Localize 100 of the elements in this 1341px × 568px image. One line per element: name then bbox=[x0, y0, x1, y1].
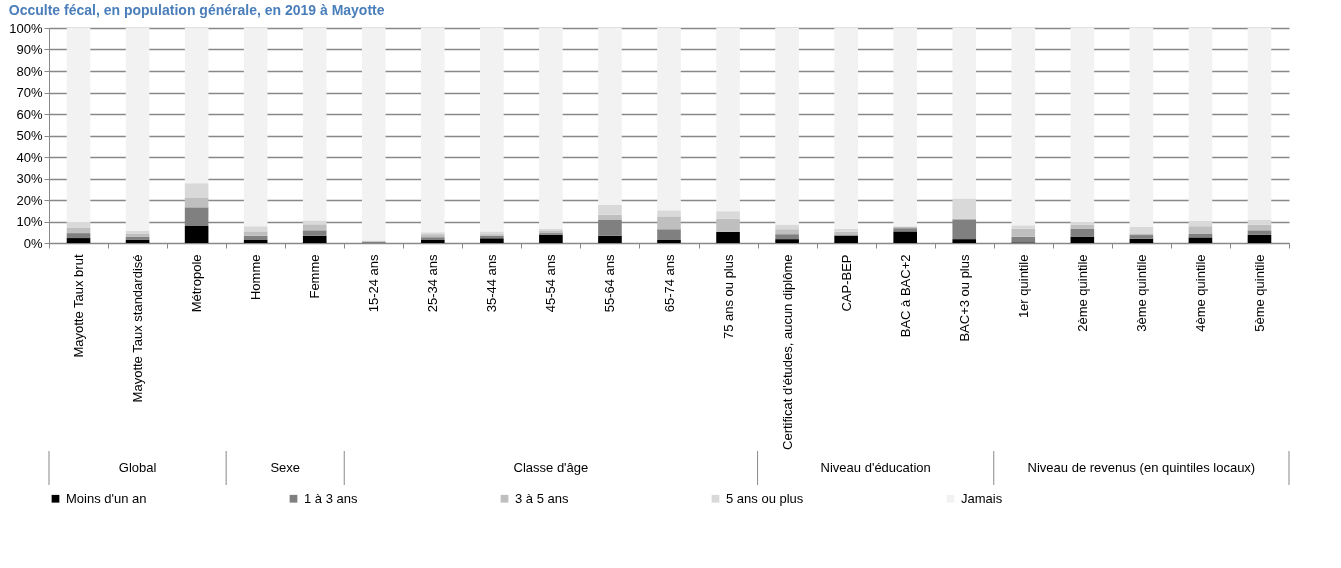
legend-label: 1 à 3 ans bbox=[304, 490, 358, 506]
bar bbox=[1070, 236, 1095, 243]
x-tick-label: BAC à BAC+2 bbox=[897, 254, 913, 338]
bar bbox=[66, 222, 91, 228]
y-tick-label: 100% bbox=[9, 20, 43, 36]
bar bbox=[1188, 226, 1213, 234]
legend-label: Jamais bbox=[961, 490, 1003, 506]
bar bbox=[1070, 228, 1095, 237]
bar bbox=[243, 239, 268, 243]
bar bbox=[775, 239, 799, 243]
bar bbox=[184, 183, 209, 198]
bar bbox=[952, 198, 977, 219]
bar bbox=[1011, 228, 1036, 237]
text: Global bbox=[118, 460, 157, 475]
x-tick-label: 65-74 ans bbox=[661, 254, 677, 313]
bar bbox=[1070, 224, 1095, 229]
bar bbox=[775, 234, 799, 240]
x-tick-label: Métropole bbox=[189, 254, 205, 313]
bar bbox=[657, 216, 681, 230]
legend-label: 5 ans ou plus bbox=[726, 490, 804, 506]
y-tick-label: 80% bbox=[16, 63, 43, 79]
bar bbox=[243, 226, 268, 232]
bar bbox=[775, 229, 799, 235]
x-tick-label: 75 ans ou plus bbox=[720, 254, 736, 340]
bar bbox=[66, 227, 91, 234]
bar bbox=[598, 214, 622, 220]
y-tick-label: 90% bbox=[16, 42, 43, 57]
x-tick-label: 25-34 ans bbox=[425, 254, 441, 313]
y-tick-label: 70% bbox=[16, 85, 43, 100]
bar bbox=[184, 197, 209, 208]
bar bbox=[1247, 28, 1272, 220]
x-tick-label: 4ème quintile bbox=[1192, 254, 1208, 332]
bar bbox=[893, 231, 917, 243]
bar bbox=[1188, 221, 1213, 227]
bar bbox=[657, 239, 681, 243]
bar bbox=[480, 238, 504, 243]
y-tick-label: 10% bbox=[16, 214, 43, 229]
bar bbox=[657, 210, 681, 217]
y-tick-label: 20% bbox=[16, 192, 43, 208]
bar bbox=[539, 234, 563, 243]
bar bbox=[302, 220, 327, 225]
bar bbox=[184, 28, 209, 184]
x-tick-label: 35-44 ans bbox=[484, 254, 500, 313]
y-tick-label: 60% bbox=[16, 106, 43, 122]
text: Classe d'âge bbox=[513, 460, 589, 475]
bar bbox=[598, 235, 622, 243]
bar bbox=[243, 231, 268, 236]
bar bbox=[302, 230, 327, 236]
bar bbox=[952, 239, 977, 243]
bar bbox=[1247, 234, 1272, 243]
bar bbox=[598, 28, 622, 205]
bar bbox=[1011, 236, 1036, 243]
bar bbox=[1247, 230, 1272, 235]
bar bbox=[1070, 28, 1095, 222]
bar bbox=[302, 28, 327, 221]
bar bbox=[480, 28, 504, 232]
x-tick-label: Certificat d'études, aucun diplôme bbox=[779, 254, 795, 450]
bar bbox=[66, 233, 91, 239]
bar bbox=[184, 226, 209, 243]
bar bbox=[834, 229, 858, 232]
bar bbox=[361, 28, 386, 241]
bar bbox=[1129, 226, 1154, 234]
bar bbox=[716, 231, 740, 243]
x-tick-label: BAC+3 ou plus bbox=[956, 254, 972, 342]
bar bbox=[1129, 28, 1154, 227]
bar bbox=[1011, 225, 1036, 229]
bar bbox=[893, 28, 917, 227]
y-tick-label: 0% bbox=[23, 235, 43, 251]
bar bbox=[952, 28, 977, 199]
x-tick-label: CAP-BEP bbox=[838, 254, 854, 312]
bar bbox=[66, 28, 91, 223]
bar bbox=[834, 235, 858, 243]
bar bbox=[1070, 221, 1095, 225]
bar bbox=[657, 229, 681, 240]
bar bbox=[1247, 220, 1272, 225]
text: Sexe bbox=[270, 460, 301, 475]
x-tick-label: 55-64 ans bbox=[602, 254, 618, 313]
y-tick-label: 40% bbox=[16, 149, 43, 165]
x-tick-label: 15-24 ans bbox=[366, 254, 382, 313]
bar bbox=[539, 28, 563, 230]
bar bbox=[1188, 237, 1213, 243]
y-tick-label: 30% bbox=[16, 171, 43, 186]
x-tick-label: Mayotte Taux brut bbox=[71, 254, 87, 358]
bar bbox=[302, 224, 327, 231]
x-tick-label: 3ème quintile bbox=[1133, 254, 1149, 332]
bar bbox=[66, 238, 91, 243]
x-tick-label: Homme bbox=[248, 254, 264, 301]
legend-label: Moins d'un an bbox=[66, 490, 147, 506]
x-tick-label: 1er quintile bbox=[1015, 254, 1031, 319]
bar bbox=[1129, 238, 1154, 243]
bar bbox=[775, 28, 799, 225]
bar bbox=[657, 28, 681, 211]
bar bbox=[243, 235, 268, 240]
bar bbox=[421, 28, 445, 233]
bar bbox=[834, 28, 858, 230]
x-tick-label: Mayotte Taux standardisé bbox=[130, 254, 146, 403]
chart-title: Occulte fécal, en population générale, en 2019 à Mayotte bbox=[8, 2, 385, 18]
bar bbox=[716, 28, 740, 212]
bar bbox=[716, 218, 740, 232]
bar bbox=[598, 204, 622, 215]
